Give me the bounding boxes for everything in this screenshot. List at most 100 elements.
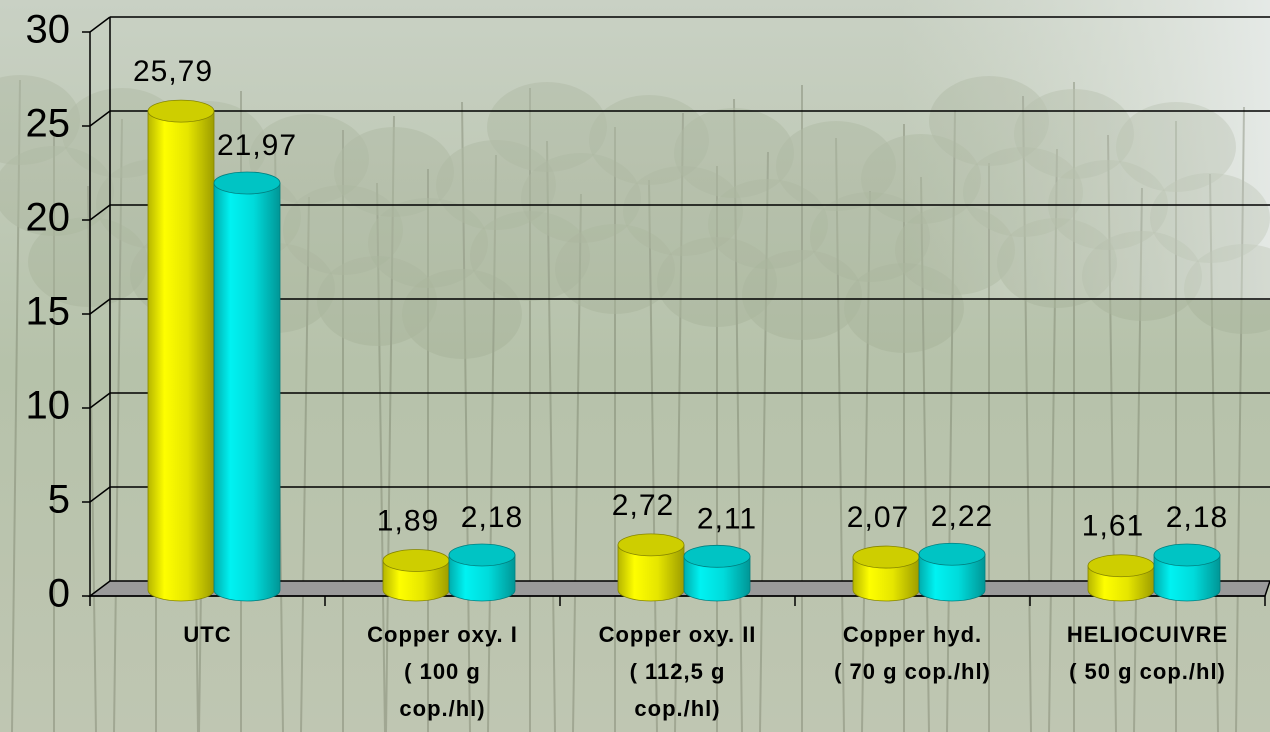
tree-trunk [1133, 187, 1143, 732]
tree-crown [334, 127, 454, 217]
tree-trunk [11, 79, 21, 732]
x-tick-label: ( 100 g [404, 659, 481, 684]
tree-trunk [1048, 148, 1058, 732]
tree-crown [623, 166, 743, 256]
x-tick-label: cop./hl) [634, 696, 720, 721]
tree-crown [895, 205, 1015, 295]
bar [852, 556, 920, 602]
bar [918, 553, 986, 602]
x-tick-label: ( 112,5 g [630, 659, 726, 684]
tree-trunk [461, 101, 471, 732]
grid-line-side [89, 298, 111, 315]
x-tick-label: ( 50 g cop./hl) [1069, 659, 1226, 684]
bar [448, 554, 516, 602]
y-tick-label: 15 [26, 290, 71, 334]
x-tick-label: cop./hl) [399, 696, 485, 721]
bar-top [1153, 543, 1221, 567]
grid-line-side [89, 16, 111, 33]
bar-top [683, 544, 751, 568]
tree-trunk [487, 154, 497, 732]
bar-top [213, 171, 281, 195]
tree-crown [1116, 102, 1236, 192]
tree-crown [0, 146, 114, 236]
tree-crown [470, 211, 590, 301]
background-sky [900, 0, 1270, 300]
grid-line-side [89, 204, 111, 221]
bar-top [382, 549, 450, 572]
tree-trunk [1235, 106, 1245, 732]
tree-trunk [546, 140, 556, 732]
x-tick-label: Copper oxy. I [367, 622, 518, 647]
tree-trunk [920, 176, 930, 732]
tree-crown [436, 140, 556, 230]
tree-crown [487, 82, 607, 172]
y-tick-label: 10 [26, 384, 71, 428]
value-label: 1,61 [1082, 510, 1144, 543]
bar [617, 544, 685, 602]
value-label: 2,11 [697, 502, 757, 535]
x-tick-label: Copper hyd. [843, 622, 982, 647]
tree-crown [657, 237, 777, 327]
x-tick-label: HELIOCUIVRE [1067, 622, 1228, 647]
tree-crown [0, 75, 80, 165]
y-tick-label: 25 [26, 102, 71, 146]
bar-top [852, 545, 920, 569]
tree-crown [708, 179, 828, 269]
tree-crown [317, 256, 437, 346]
x-tick-label: Copper oxy. II [599, 622, 757, 647]
bar-top [918, 542, 986, 566]
tree-trunk [572, 193, 582, 732]
bar [1153, 554, 1221, 602]
tree-crown [997, 218, 1117, 308]
bar [213, 182, 281, 602]
value-label: 2,18 [1166, 501, 1228, 534]
value-label: 2,72 [612, 489, 674, 522]
tree-trunk [759, 151, 769, 732]
tree-trunk [1022, 95, 1032, 732]
grid-line-side [89, 110, 111, 127]
tree-trunk [946, 109, 956, 732]
tree-crown [810, 192, 930, 282]
tree-crown [861, 134, 981, 224]
value-label: 21,97 [217, 129, 297, 162]
value-label: 1,89 [377, 504, 439, 537]
grid-line-side [89, 392, 111, 409]
tree-trunk [835, 137, 845, 732]
x-tick-label: UTC [183, 622, 231, 647]
tree-crown [1150, 173, 1270, 263]
tree-crown [555, 224, 675, 314]
tree-crown [402, 269, 522, 359]
tree-crown [776, 121, 896, 211]
tree-crown [589, 95, 709, 185]
y-tick-label: 5 [48, 478, 70, 522]
tree-crown [28, 217, 148, 307]
tree-trunk [376, 182, 386, 732]
value-label: 25,79 [133, 55, 213, 88]
tree-crown [283, 185, 403, 275]
bar-top [448, 543, 516, 567]
tree-trunk [861, 190, 871, 732]
tree-trunk [113, 118, 123, 732]
tree-crown [1184, 244, 1270, 334]
y-tick-label: 0 [48, 572, 70, 616]
tree-trunk [1107, 134, 1117, 732]
tree-trunk [385, 115, 395, 732]
tree-trunk [300, 196, 310, 732]
tree-trunk [1209, 173, 1219, 732]
value-label: 2,22 [931, 500, 993, 533]
tree-trunk [648, 179, 658, 732]
tree-trunk [674, 112, 684, 732]
y-tick-label: 30 [26, 8, 71, 52]
grid-line-side [89, 486, 111, 503]
value-label: 2,18 [461, 501, 523, 534]
tree-crown [742, 250, 862, 340]
bar-top [617, 533, 685, 557]
bar-top [1087, 554, 1155, 578]
tree-crown [963, 147, 1083, 237]
bar [382, 560, 450, 602]
y-tick-label: 20 [26, 196, 71, 240]
tree-crown [929, 76, 1049, 166]
bar-top [147, 99, 215, 123]
